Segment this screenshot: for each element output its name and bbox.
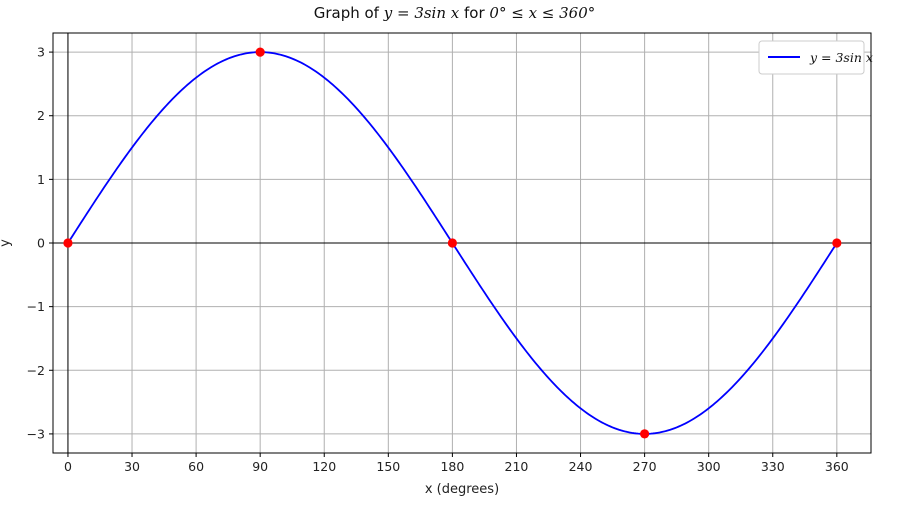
y-tick-label: 0 bbox=[37, 236, 45, 251]
highlight-point bbox=[640, 429, 650, 439]
x-tick-label: 240 bbox=[569, 459, 593, 474]
title-prefix: Graph of bbox=[313, 4, 384, 22]
title-range: 0° ≤ x ≤ 360° bbox=[489, 4, 596, 22]
x-tick-label: 210 bbox=[505, 459, 529, 474]
highlight-points bbox=[63, 47, 842, 439]
y-tick-label: 1 bbox=[37, 172, 45, 187]
highlight-point bbox=[63, 238, 73, 248]
x-tick-label: 300 bbox=[697, 459, 721, 474]
x-tick-label: 150 bbox=[376, 459, 400, 474]
x-tick-label: 0 bbox=[64, 459, 72, 474]
x-tick-label: 90 bbox=[252, 459, 268, 474]
y-tick-label: 3 bbox=[37, 45, 45, 60]
y-tick-label: −3 bbox=[27, 426, 45, 441]
x-tick-label: 330 bbox=[761, 459, 785, 474]
x-tick-label: 30 bbox=[124, 459, 140, 474]
legend: y = 3sin x bbox=[758, 40, 873, 75]
highlight-point bbox=[255, 47, 265, 57]
legend-label: y = 3sin x bbox=[809, 50, 873, 65]
title-expression: y = 3sin x bbox=[383, 4, 460, 22]
y-tick-label: 2 bbox=[37, 108, 45, 123]
title-middle: for bbox=[459, 4, 490, 22]
x-tick-label: 360 bbox=[825, 459, 849, 474]
x-axis-label: x (degrees) bbox=[425, 482, 499, 497]
ticks: 0 30 60 90 120 150 180 210 240 270 300 330 360−3−2−1… bbox=[27, 45, 849, 474]
x-tick-label: 270 bbox=[633, 459, 657, 474]
highlight-point bbox=[447, 238, 457, 248]
y-axis-label: y bbox=[0, 239, 13, 247]
y-tick-label: −1 bbox=[27, 299, 45, 314]
x-tick-label: 180 bbox=[440, 459, 464, 474]
chart-title: Graph of y = 3sin x for 0° ≤ x ≤ 360° bbox=[0, 4, 909, 22]
x-tick-label: 120 bbox=[312, 459, 336, 474]
x-tick-label: 60 bbox=[188, 459, 204, 474]
highlight-point bbox=[832, 238, 842, 248]
y-tick-label: −2 bbox=[27, 363, 45, 378]
legend-box bbox=[758, 40, 865, 75]
